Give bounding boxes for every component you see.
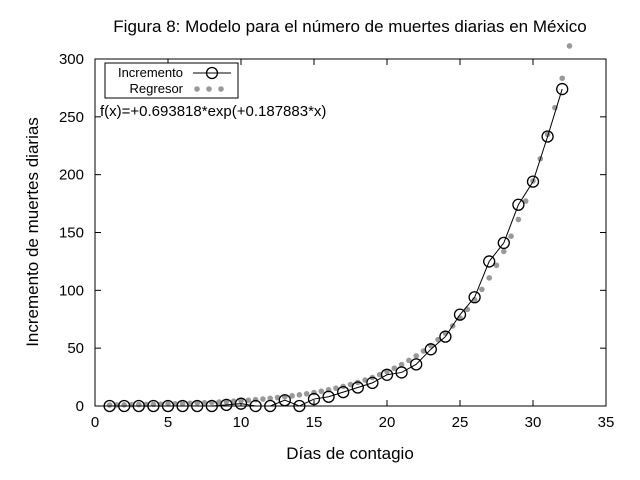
fit-equation: f(x)=+0.693818*exp(+0.187883*x) bbox=[100, 103, 326, 120]
incremento-point bbox=[410, 358, 423, 371]
incremento-point bbox=[541, 130, 554, 143]
incremento-point bbox=[497, 236, 510, 250]
incremento-point bbox=[468, 291, 481, 304]
incremento-point bbox=[526, 175, 540, 188]
y-tick-label: 300 bbox=[59, 51, 84, 68]
regresor-point bbox=[121, 402, 127, 408]
incremento-point bbox=[453, 308, 467, 321]
legend-label-incremento: Incremento bbox=[118, 65, 183, 80]
regresor-point bbox=[464, 306, 471, 313]
regresor-point bbox=[252, 396, 259, 403]
x-axis-label: Días de contagio bbox=[286, 444, 414, 463]
axis-ticks: 0 5 10 15 20 25 30 35 0 50 100 150 200 250 300 bbox=[59, 51, 614, 431]
regresor-point bbox=[508, 233, 514, 239]
regresor-point bbox=[486, 275, 493, 281]
regresor-point bbox=[179, 400, 186, 407]
legend-marker-regresor bbox=[218, 86, 224, 92]
x-tick-label: 35 bbox=[598, 414, 615, 431]
y-tick-label: 200 bbox=[59, 167, 84, 184]
incremento-point bbox=[439, 330, 452, 343]
legend-label-regresor: Regresor bbox=[130, 81, 184, 96]
legend: Incremento Regresor bbox=[104, 62, 239, 99]
chart-title: Figura 8: Modelo para el número de muert… bbox=[113, 17, 586, 36]
regresor-point bbox=[267, 395, 274, 402]
incremento-point bbox=[351, 381, 364, 394]
regresor-point bbox=[501, 248, 507, 255]
x-tick-label: 25 bbox=[452, 414, 469, 431]
x-tick-label: 15 bbox=[306, 414, 323, 431]
regresor-point bbox=[493, 262, 500, 269]
x-tick-label: 0 bbox=[91, 414, 99, 431]
incremento-point bbox=[395, 366, 408, 379]
regresor-point bbox=[165, 401, 171, 407]
incremento-point bbox=[322, 390, 335, 403]
legend-marker-regresor bbox=[194, 86, 200, 92]
regresor-point bbox=[136, 401, 142, 408]
data-marks bbox=[103, 43, 573, 413]
regresor-point bbox=[479, 286, 485, 293]
incremento-point bbox=[556, 82, 569, 96]
x-tick-label: 20 bbox=[379, 414, 396, 431]
y-tick-label: 150 bbox=[59, 225, 84, 242]
y-tick-label: 100 bbox=[59, 282, 84, 299]
incremento-point bbox=[380, 368, 394, 381]
incremento-point bbox=[234, 397, 248, 410]
y-tick-label: 250 bbox=[59, 109, 84, 126]
regresor-point bbox=[318, 388, 325, 395]
regresor-point bbox=[201, 399, 208, 406]
regresor-point bbox=[559, 75, 565, 82]
regresor-point bbox=[194, 400, 200, 406]
regresor-point bbox=[413, 353, 420, 359]
plot-frame bbox=[94, 58, 607, 407]
regresor-point bbox=[223, 398, 230, 405]
regresor-point bbox=[398, 361, 405, 368]
regresor-point bbox=[384, 368, 390, 375]
regresor-point bbox=[303, 390, 310, 397]
regresor-point bbox=[333, 385, 339, 391]
incremento-point bbox=[337, 385, 350, 399]
y-tick-label: 50 bbox=[67, 340, 84, 357]
x-tick-label: 30 bbox=[525, 414, 542, 431]
regresor-point bbox=[289, 393, 295, 399]
incremento-point bbox=[307, 392, 321, 406]
incremento-point bbox=[483, 255, 496, 268]
legend-marker-incremento bbox=[205, 66, 219, 80]
regresor-point bbox=[260, 396, 266, 402]
regresor-point bbox=[406, 357, 412, 364]
y-tick-label: 0 bbox=[76, 398, 84, 415]
incremento-point bbox=[366, 376, 379, 390]
x-tick-label: 10 bbox=[233, 414, 250, 431]
incremento-point bbox=[512, 198, 525, 211]
regresor-point bbox=[515, 216, 522, 223]
regresor-point bbox=[238, 397, 244, 404]
legend-marker-regresor bbox=[206, 86, 212, 92]
regresor-point bbox=[566, 43, 573, 49]
regresor-point bbox=[391, 365, 398, 372]
regresor-point bbox=[245, 397, 252, 404]
y-axis-label: Incremento de muertes diarias bbox=[23, 117, 42, 347]
incremento-line bbox=[109, 88, 563, 407]
incremento-point bbox=[424, 343, 437, 356]
x-tick-label: 5 bbox=[164, 414, 172, 431]
regresor-point bbox=[296, 392, 303, 398]
regresor-point bbox=[522, 198, 529, 204]
incremento-point bbox=[220, 398, 233, 411]
regresor-point bbox=[106, 402, 113, 408]
